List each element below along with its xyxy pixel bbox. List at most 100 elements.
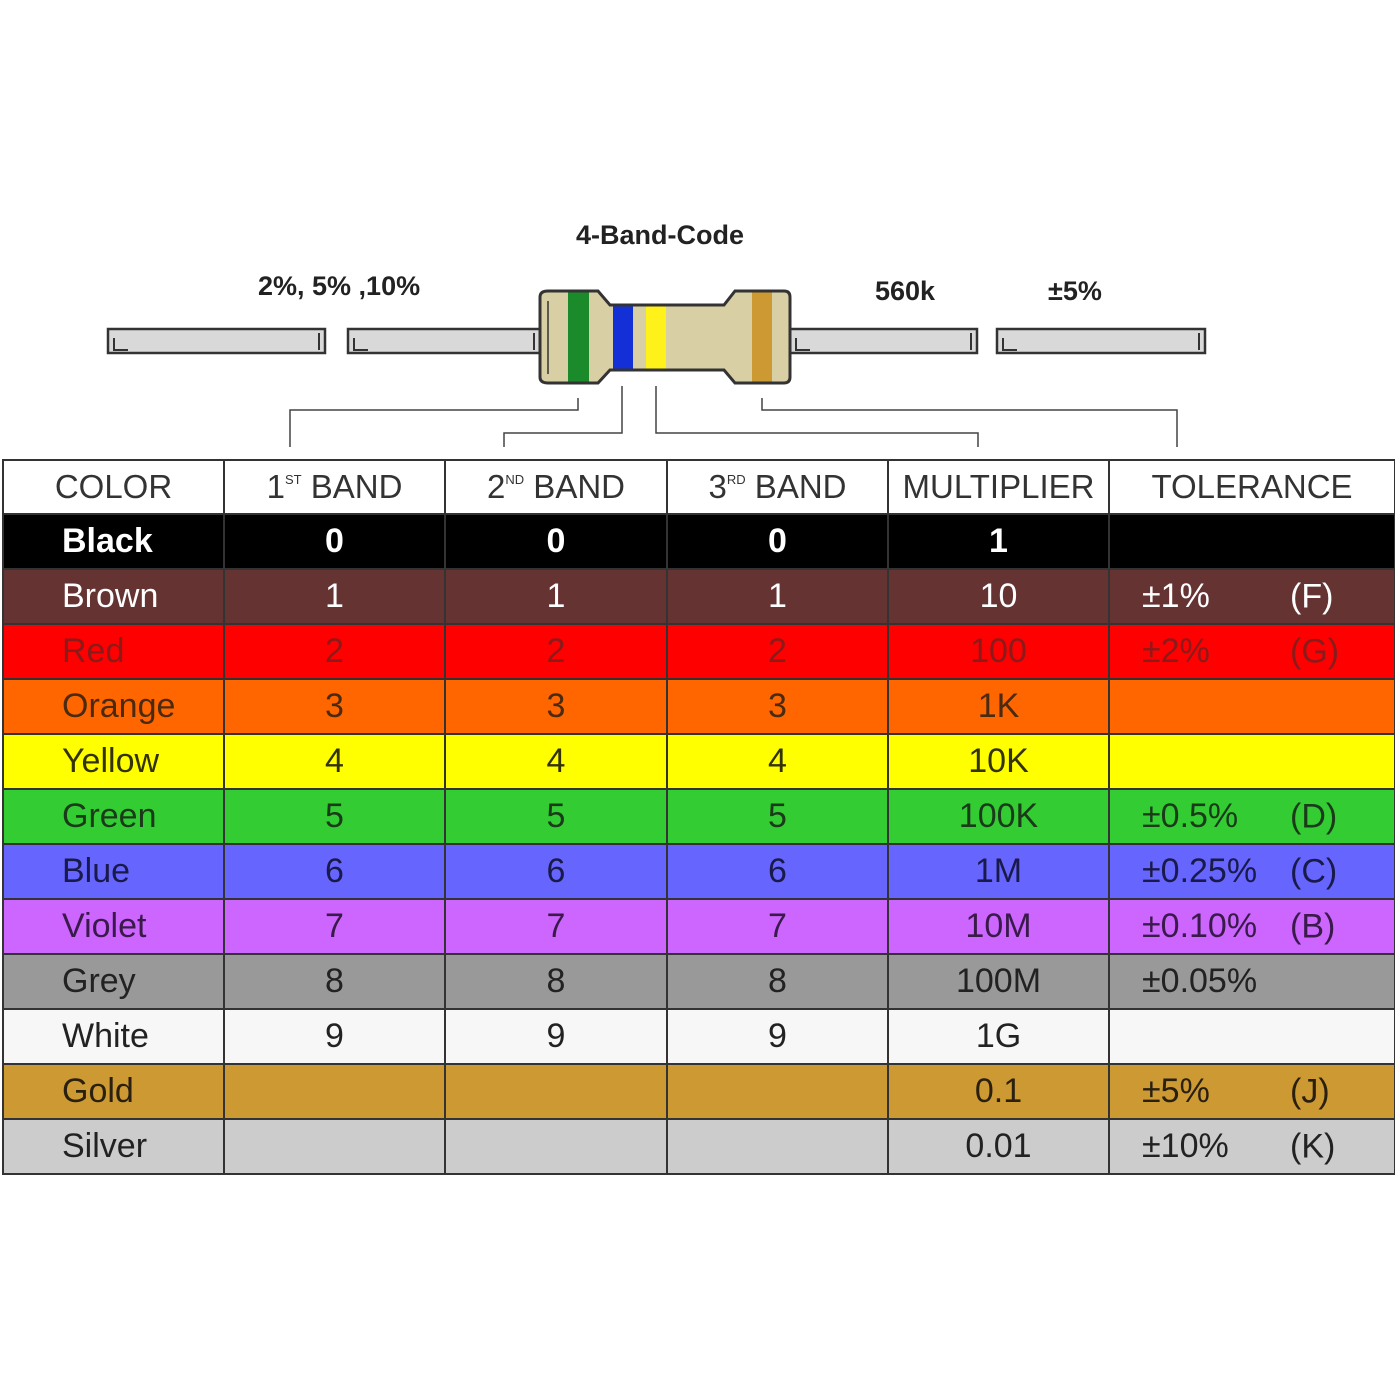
- table-row-yellow: Yellow 4 4 4 10K: [2, 733, 1395, 790]
- header-color: COLOR: [2, 459, 225, 515]
- band-2: [613, 291, 633, 383]
- table-header-row: COLOR 1ST BAND 2ND BAND 3RD BAND MULTIPLIER T…: [2, 459, 1395, 515]
- band-1-cell: 1: [223, 568, 446, 625]
- band-1-cell: 7: [223, 898, 446, 955]
- tolerance-letter-code: (F): [1290, 577, 1334, 615]
- band-3-cell: [666, 1063, 889, 1120]
- leader-line-band-3: [655, 386, 979, 447]
- band-3-cell: [666, 1118, 889, 1175]
- table-body: Black 0 0 0 1 Brown 1 1 1 10 ±1% (F) Red 2 2 2 100 ±2% (G)…: [2, 513, 1395, 1175]
- band-2-cell: [444, 1063, 668, 1120]
- label-tolerance: ±5%: [1048, 276, 1102, 306]
- band-3-cell: 1: [666, 568, 889, 625]
- header-1st-band: 1ST BAND: [223, 459, 446, 515]
- color-name-cell: White: [2, 1008, 225, 1065]
- band-1-cell: [223, 1063, 446, 1120]
- band-1-cell: 8: [223, 953, 446, 1010]
- color-name-cell: Black: [2, 513, 225, 570]
- header-ordinal: ST: [284, 472, 302, 487]
- color-code-table: COLOR 1ST BAND 2ND BAND 3RD BAND MULTIPLIER T…: [2, 459, 1395, 1175]
- lead-segment-4: [995, 327, 1207, 355]
- header-text: 1: [266, 468, 285, 505]
- leader-lines: [289, 386, 1178, 447]
- header-3rd-band: 3RD BAND: [666, 459, 889, 515]
- multiplier-cell: 10M: [887, 898, 1110, 955]
- band-1-cell: 0: [223, 513, 446, 570]
- band-2-cell: 6: [444, 843, 668, 900]
- tolerance-cell: [1108, 513, 1395, 570]
- tolerance-value: ±10%: [1142, 1127, 1229, 1165]
- tolerance-cell: [1108, 678, 1395, 735]
- band-2-cell: 1: [444, 568, 668, 625]
- multiplier-cell: 100M: [887, 953, 1110, 1010]
- band-2-cell: 2: [444, 623, 668, 680]
- band-3-cell: 8: [666, 953, 889, 1010]
- color-name-cell: Gold: [2, 1063, 225, 1120]
- band-3-cell: 0: [666, 513, 889, 570]
- band-1-cell: 4: [223, 733, 446, 790]
- multiplier-cell: 1M: [887, 843, 1110, 900]
- tolerance-letter-code: (D): [1290, 797, 1338, 835]
- band-2-cell: 9: [444, 1008, 668, 1065]
- header-tolerance: TOLERANCE: [1108, 459, 1395, 515]
- band-2-cell: 0: [444, 513, 668, 570]
- header-text: 2: [487, 468, 506, 505]
- table-row-gold: Gold 0.1 ±5% (J): [2, 1063, 1395, 1120]
- table-row-black: Black 0 0 0 1: [2, 513, 1395, 570]
- header-ordinal: ND: [505, 472, 525, 487]
- band-3-cell: 2: [666, 623, 889, 680]
- band-1-cell: 2: [223, 623, 446, 680]
- header-ordinal: RD: [726, 472, 746, 487]
- band-2-cell: 7: [444, 898, 668, 955]
- band-1-cell: 3: [223, 678, 446, 735]
- table-row-green: Green 5 5 5 100K ±0.5% (D): [2, 788, 1395, 845]
- multiplier-cell: 10: [887, 568, 1110, 625]
- lead-segment-3: [788, 327, 979, 355]
- tolerance-value: ±0.5%: [1142, 797, 1239, 835]
- color-name-cell: Grey: [2, 953, 225, 1010]
- tolerance-cell: ±2% (G): [1108, 623, 1395, 680]
- lead-segment-2: [346, 327, 542, 355]
- multiplier-cell: 100: [887, 623, 1110, 680]
- tolerance-letter-code: (J): [1290, 1072, 1330, 1110]
- band-1-cell: [223, 1118, 446, 1175]
- table-row-silver: Silver 0.01 ±10% (K): [2, 1118, 1395, 1175]
- tolerance-cell: ±0.25% (C): [1108, 843, 1395, 900]
- table-row-white: White 9 9 9 1G: [2, 1008, 1395, 1065]
- tolerance-cell: ±0.10% (B): [1108, 898, 1395, 955]
- band-2-cell: 3: [444, 678, 668, 735]
- multiplier-cell: 10K: [887, 733, 1110, 790]
- tolerance-cell: [1108, 1008, 1395, 1065]
- band-3-cell: 6: [666, 843, 889, 900]
- label-tolerances: 2%, 5% ,10%: [258, 271, 421, 301]
- band-3-cell: 7: [666, 898, 889, 955]
- tolerance-letter-code: (G): [1290, 632, 1340, 670]
- band-2-cell: 5: [444, 788, 668, 845]
- band-3-cell: 3: [666, 678, 889, 735]
- tolerance-letter-code: (K): [1290, 1127, 1336, 1165]
- table-row-orange: Orange 3 3 3 1K: [2, 678, 1395, 735]
- tolerance-cell: ±0.05%: [1108, 953, 1395, 1010]
- color-name-cell: Violet: [2, 898, 225, 955]
- tolerance-letter-code: (C): [1290, 852, 1338, 890]
- multiplier-cell: 0.1: [887, 1063, 1110, 1120]
- header-multiplier: MULTIPLIER: [887, 459, 1110, 515]
- header-text-rest: BAND: [301, 468, 403, 505]
- table-row-grey: Grey 8 8 8 100M ±0.05%: [2, 953, 1395, 1010]
- color-name-cell: Silver: [2, 1118, 225, 1175]
- header-2nd-band: 2ND BAND: [444, 459, 668, 515]
- band-1: [568, 291, 589, 383]
- color-name-cell: Blue: [2, 843, 225, 900]
- lead-wires: [106, 327, 1207, 355]
- leader-line-band-2: [503, 386, 623, 447]
- band-3: [646, 291, 666, 383]
- color-name-cell: Brown: [2, 568, 225, 625]
- tolerance-cell: [1108, 733, 1395, 790]
- table-row-blue: Blue 6 6 6 1M ±0.25% (C): [2, 843, 1395, 900]
- header-text: MULTIPLIER: [902, 468, 1095, 505]
- color-name-cell: Green: [2, 788, 225, 845]
- table-row-brown: Brown 1 1 1 10 ±1% (F): [2, 568, 1395, 625]
- lead-segment-1: [106, 327, 327, 355]
- resistor-illustration: [106, 289, 1207, 447]
- header-text: 3: [708, 468, 727, 505]
